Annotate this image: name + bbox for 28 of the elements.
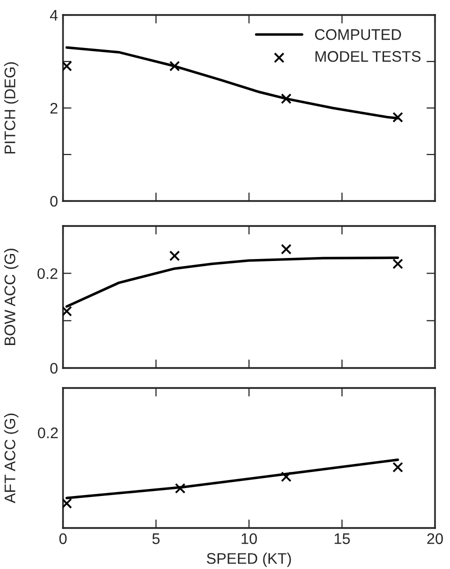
point	[280, 471, 292, 482]
point	[63, 60, 72, 72]
y-tick-label: 0	[50, 196, 58, 207]
point	[392, 258, 404, 270]
point	[169, 250, 180, 262]
y-axis-title: AFT ACC (G)	[4, 414, 18, 504]
point	[63, 306, 72, 316]
x-axis-title: SPEED (KT)	[206, 552, 291, 567]
y-axis-title: BOW ACC (G)	[4, 248, 18, 345]
x-tick-label: 10	[242, 533, 257, 544]
point	[169, 60, 180, 72]
y-axis-title: PITCH (DEG)	[4, 62, 18, 154]
y-tick-label: 4	[50, 10, 58, 21]
x-tick-label: 20	[427, 533, 443, 544]
point	[280, 93, 292, 104]
legend-label: COMPUTED	[315, 29, 401, 40]
point	[63, 498, 72, 509]
legend-label: MODEL TESTS	[316, 51, 421, 62]
y-tick-label: 0	[50, 362, 58, 374]
y-tick-label: 0.2	[38, 268, 58, 280]
y-tick-label: 2	[50, 102, 58, 114]
x-tick-label: 15	[334, 533, 350, 544]
point	[280, 244, 292, 254]
x-tick-label: 5	[152, 533, 160, 544]
x-tick-label: 0	[59, 533, 67, 544]
point	[392, 462, 404, 473]
point	[392, 112, 404, 123]
point	[174, 483, 186, 494]
